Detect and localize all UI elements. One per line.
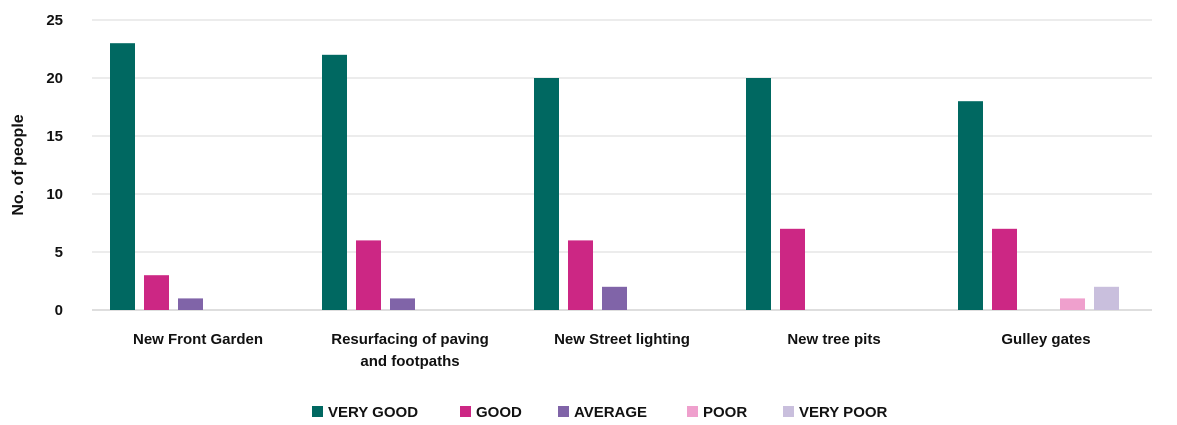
y-tick-label: 10 [46,186,63,203]
legend-swatch [783,406,794,417]
bar-very-good [322,54,347,310]
category-label: New Front Garden [133,331,263,348]
legend-label: GOOD [476,404,522,421]
legend-label: POOR [703,404,747,421]
legend-label: AVERAGE [574,404,647,421]
category-label: Gulley gates [1001,331,1090,348]
bar-average [602,286,627,310]
x-axis-categories: New Front Garden Resurfacing of paving and… [133,331,1091,370]
legend-swatch [558,406,569,417]
legend-swatch [460,406,471,417]
bars [110,43,1119,310]
bar-very-poor [1094,286,1119,310]
bar-very-good [958,101,983,310]
y-tick-label: 20 [46,70,63,87]
legend-label: VERY POOR [799,404,888,421]
legend-swatch [687,406,698,417]
y-axis-ticks: 0 5 10 15 20 25 [46,12,63,319]
legend-swatch [312,406,323,417]
y-axis-label: No. of people [10,114,27,215]
category-label: New tree pits [787,331,880,348]
bar-very-good [746,78,771,310]
category-label: and footpaths [360,353,459,370]
y-tick-label: 0 [55,302,63,319]
bar-good [356,240,381,310]
bar-good [780,228,805,310]
bar-very-good [534,78,559,310]
bar-average [390,298,415,310]
bar-poor [1060,298,1085,310]
category-label: New Street lighting [554,331,690,348]
bar-good [144,275,169,310]
y-tick-label: 5 [55,244,63,261]
y-tick-label: 15 [46,128,63,145]
category-label: Resurfacing of paving [331,331,489,348]
bar-good [992,228,1017,310]
legend: VERY GOOD GOOD AVERAGE POOR VERY POOR [312,404,888,421]
legend-label: VERY GOOD [328,404,418,421]
y-tick-label: 25 [46,12,63,29]
bar-good [568,240,593,310]
bar-very-good [110,43,135,310]
bar-average [178,298,203,310]
